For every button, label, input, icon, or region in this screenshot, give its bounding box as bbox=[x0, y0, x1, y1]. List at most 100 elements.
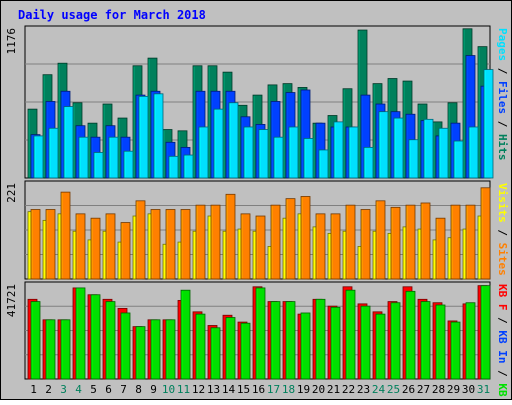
legend-entry: Sites bbox=[496, 243, 509, 276]
bar bbox=[363, 146, 374, 179]
bar bbox=[150, 319, 161, 380]
day-label: 30 bbox=[462, 383, 475, 396]
bar bbox=[153, 93, 164, 179]
panel-bottom: 41721 KB F / KB In / KB Out bbox=[5, 281, 509, 405]
bar bbox=[450, 204, 461, 280]
legend-entry: / bbox=[496, 223, 509, 243]
day-label: 10 bbox=[162, 383, 175, 396]
bar bbox=[165, 209, 176, 280]
bar bbox=[390, 206, 401, 280]
day-label: 24 bbox=[372, 383, 386, 396]
series-kb-out bbox=[30, 285, 491, 380]
bar bbox=[213, 108, 224, 179]
legend-entry: Hits bbox=[496, 134, 509, 161]
panel-max-label: 41721 bbox=[5, 284, 18, 317]
chart-panels: 1176 Pages / Files / Hits 221 Visits / Site… bbox=[5, 25, 509, 405]
bar bbox=[273, 136, 284, 179]
legend-entry: KB In bbox=[496, 330, 509, 363]
bar bbox=[483, 69, 494, 179]
bar bbox=[258, 129, 269, 179]
bar bbox=[183, 154, 194, 179]
bar bbox=[270, 301, 281, 380]
bar bbox=[30, 301, 41, 380]
day-label: 20 bbox=[312, 383, 325, 396]
bar bbox=[255, 215, 266, 280]
panel-middle: 221 Visits / Sites bbox=[5, 180, 509, 280]
bar bbox=[210, 204, 221, 280]
bar bbox=[138, 95, 149, 179]
day-label: 18 bbox=[282, 383, 295, 396]
bar bbox=[435, 217, 446, 280]
bar bbox=[120, 222, 131, 280]
bar bbox=[420, 202, 431, 280]
bar bbox=[270, 204, 281, 280]
panel-max-label: 221 bbox=[5, 183, 18, 203]
bar bbox=[180, 289, 191, 380]
bar bbox=[105, 213, 116, 280]
bar bbox=[150, 209, 161, 280]
bar bbox=[30, 209, 41, 280]
day-label: 12 bbox=[192, 383, 205, 396]
bar bbox=[60, 191, 71, 280]
bar bbox=[60, 319, 71, 380]
bar bbox=[345, 289, 356, 380]
bar bbox=[198, 126, 209, 179]
bar bbox=[303, 138, 314, 179]
bar bbox=[108, 136, 119, 179]
bar bbox=[330, 213, 341, 280]
day-axis: 1 2 3 4 5 6 7 8 9 10 11 12 13 14 15 16 17 18 19 20 21 22 23 24 2… bbox=[30, 383, 490, 396]
day-label: 3 bbox=[60, 383, 67, 396]
panel-legend: Pages / Files / Hits bbox=[496, 28, 509, 161]
bar bbox=[405, 290, 416, 380]
legend-entry: Pages bbox=[496, 28, 509, 61]
day-label: 31 bbox=[477, 383, 490, 396]
day-label: 4 bbox=[75, 383, 82, 396]
bar bbox=[480, 187, 491, 280]
day-label: 26 bbox=[402, 383, 415, 396]
bar bbox=[300, 196, 311, 280]
day-label: 2 bbox=[45, 383, 52, 396]
bar bbox=[333, 121, 344, 179]
bar bbox=[348, 126, 359, 179]
bar bbox=[63, 106, 74, 179]
panel-max-label: 1176 bbox=[5, 28, 18, 55]
series-sites bbox=[30, 187, 491, 280]
panel-legend: KB F / KB In / KB Out bbox=[496, 284, 509, 400]
bar bbox=[240, 322, 251, 380]
bar bbox=[450, 321, 461, 380]
bar bbox=[390, 302, 401, 380]
bar bbox=[240, 213, 251, 280]
day-label: 8 bbox=[135, 383, 142, 396]
bar bbox=[360, 209, 371, 280]
bar bbox=[45, 319, 56, 380]
bar bbox=[405, 204, 416, 280]
bar bbox=[180, 209, 191, 280]
day-label: 29 bbox=[447, 383, 460, 396]
bar bbox=[75, 213, 86, 280]
legend-entry: Files bbox=[496, 81, 509, 114]
day-label: 19 bbox=[297, 383, 310, 396]
day-label: 27 bbox=[417, 383, 430, 396]
day-label: 13 bbox=[207, 383, 220, 396]
day-label: 16 bbox=[252, 383, 265, 396]
bar bbox=[78, 136, 89, 179]
legend-entry: / bbox=[496, 364, 509, 384]
bar bbox=[105, 301, 116, 380]
legend-entry: KB F bbox=[496, 284, 509, 311]
bar bbox=[135, 326, 146, 380]
bar bbox=[93, 152, 104, 179]
panel-top: 1176 Pages / Files / Hits bbox=[5, 25, 509, 179]
bar bbox=[165, 319, 176, 380]
bar bbox=[123, 150, 134, 179]
bar bbox=[48, 127, 59, 179]
bar bbox=[378, 111, 389, 179]
bar bbox=[315, 213, 326, 280]
bar bbox=[225, 193, 236, 280]
legend-entry: Visits bbox=[496, 183, 509, 223]
day-label: 7 bbox=[120, 383, 127, 396]
day-label: 15 bbox=[237, 383, 250, 396]
bar bbox=[315, 298, 326, 380]
day-label: 23 bbox=[357, 383, 370, 396]
day-label: 6 bbox=[105, 383, 112, 396]
bar bbox=[435, 304, 446, 380]
